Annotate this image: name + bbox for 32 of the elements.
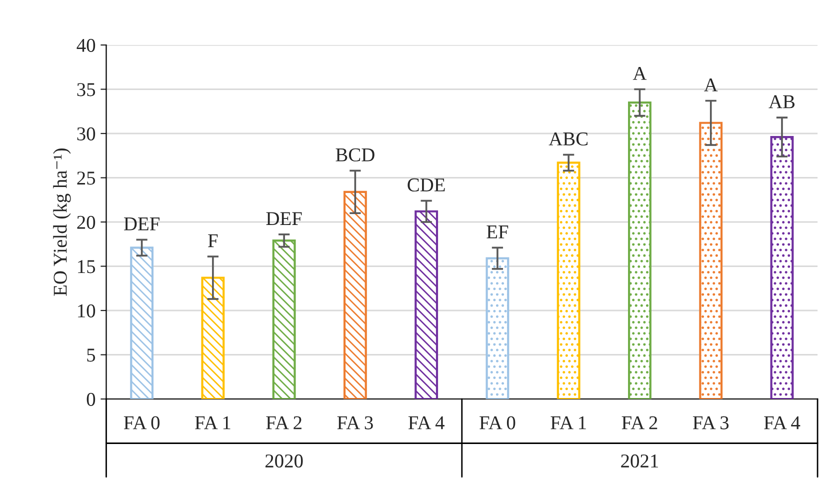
y-axis-title: EO Yield (kg ha⁻¹) [53,148,71,296]
annotation: BCD [336,148,374,162]
y-tick-label: 0 [86,392,96,406]
x-tick-label: FA 3 [692,416,729,430]
y-tick-label: 35 [77,83,96,96]
x-tick-label: FA 4 [408,416,444,430]
y-tick-label: 5 [87,348,96,362]
y-tick-label: 25 [77,172,96,185]
x-tick-label: FA 2 [266,416,302,430]
annotation: A [704,78,718,92]
annotation: EF [486,225,508,238]
annotation: DEF [266,212,302,225]
y-tick-label: 30 [77,127,96,140]
annotation: F [208,234,218,248]
annotation: DEF [124,218,160,230]
y-tick-label: 15 [78,260,96,274]
y-tick-label: 40 [76,38,96,52]
annotation: A [632,66,647,80]
x-tick-label: FA 2 [622,416,658,430]
y-tick-label: 10 [78,304,96,318]
x-tick-label: FA 0 [124,416,160,430]
x-tick-label: FA 1 [195,416,230,430]
x-tick-label: FA 3 [337,416,373,430]
text: 2020 [265,454,303,468]
text: 2021 [621,454,658,468]
annotation: AB [768,95,795,108]
annotation: ABC [548,132,588,146]
x-tick-label: FA 1 [550,416,586,430]
annotation: CDE [408,178,445,192]
x-tick-label: FA 4 [764,416,800,430]
x-tick-label: FA 0 [480,416,516,430]
y-tick-label: 20 [77,216,96,229]
